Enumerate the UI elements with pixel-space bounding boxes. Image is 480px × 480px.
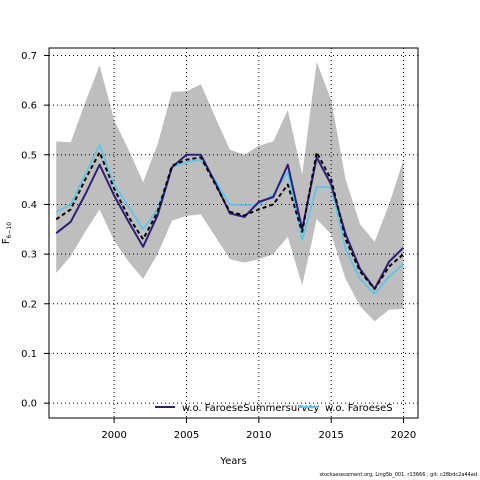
- series-lines: [55, 144, 405, 295]
- y-tick-label: 0.7: [21, 51, 37, 62]
- footer-caption: stockassessment.org, Ling5b_001, r13666 …: [319, 472, 477, 478]
- x-tick-label: 2010: [246, 430, 271, 441]
- plot-area: [48, 47, 419, 419]
- y-axis-title: F6−10: [1, 222, 13, 244]
- x-tick-label: 2005: [174, 430, 199, 441]
- y-axis: 0.0 0.1 0.2 0.3 0.4 0.5 0.6 0.7: [21, 51, 49, 410]
- legend: w.o. FaroeseSummersurvey w.o. FaroeseS: [155, 403, 393, 414]
- series-line-0: [55, 151, 405, 290]
- x-tick-label: 2015: [318, 430, 343, 441]
- y-axis-title-main: F: [1, 238, 12, 244]
- x-tick-label: 2000: [101, 430, 126, 441]
- legend-label: w.o. FaroeseS: [325, 403, 393, 414]
- y-tick-label: 0.6: [21, 101, 37, 112]
- y-tick-label: 0.2: [21, 299, 37, 310]
- series-line-2: [55, 144, 404, 295]
- plot-frame: [48, 47, 419, 419]
- x-tick-label: 2020: [391, 430, 416, 441]
- y-tick-label: 0.3: [21, 250, 37, 261]
- y-tick-label: 0.1: [21, 349, 37, 360]
- x-axis-title: Years: [219, 456, 246, 467]
- grid: [49, 48, 418, 418]
- y-tick-label: 0.0: [21, 399, 37, 410]
- series-line-1: [55, 153, 405, 290]
- legend-label: w.o. FaroeseSummersurvey: [182, 403, 319, 414]
- y-tick-label: 0.5: [21, 150, 37, 161]
- y-axis-title-subscript: 6−10: [6, 222, 13, 239]
- x-axis: 2000 2005 2010 2015 2020: [101, 418, 416, 441]
- y-tick-label: 0.4: [21, 200, 37, 211]
- confidence-band: [56, 61, 404, 322]
